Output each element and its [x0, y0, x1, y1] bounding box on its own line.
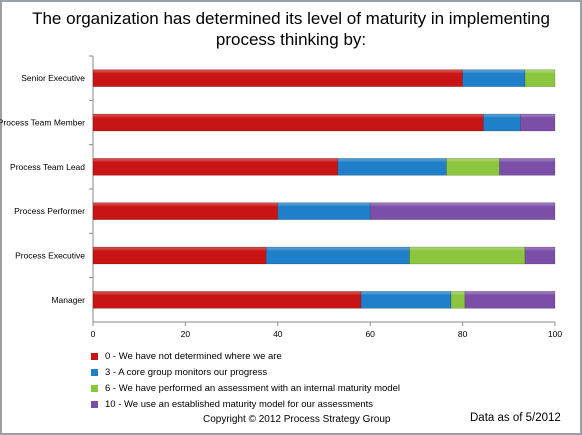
- bar-segment-highlight: [524, 69, 555, 79]
- chart-legend: 0 - We have not determined where we are …: [91, 348, 400, 412]
- category-label: Process Team Member: [0, 118, 85, 128]
- bar-segment-highlight: [524, 247, 555, 256]
- x-tick-label: 60: [365, 329, 375, 339]
- bar-segment-outline: [524, 69, 556, 87]
- bar-segment-outline: [277, 202, 371, 220]
- bar-segment-highlight: [277, 202, 371, 212]
- bar-segment-outline: [369, 202, 556, 220]
- bar-segment-highlight: [93, 202, 278, 212]
- bar-segment-highlight: [360, 291, 452, 300]
- data-as-of-text: Data as of 5/2012: [470, 412, 561, 424]
- category-label: Process Performer: [14, 206, 85, 216]
- legend-item-3: 3 - A core group monitors our progress: [91, 364, 400, 380]
- x-tick-label: 20: [181, 329, 191, 339]
- bar-segment-highlight: [93, 69, 463, 79]
- bar-segment-highlight: [337, 158, 447, 167]
- bar-segment-highlight: [483, 114, 521, 123]
- category-label: Process Executive: [15, 251, 85, 261]
- bar-segment-highlight: [93, 247, 267, 256]
- bar-segment-highlight: [93, 158, 338, 167]
- chart-title-line-1: The organization has determined its leve…: [32, 9, 550, 28]
- legend-label-0: 0 - We have not determined where we are: [105, 350, 282, 362]
- legend-swatch-0: [91, 352, 98, 360]
- bar-segment-highlight: [446, 158, 500, 167]
- bar-segment-outline: [499, 158, 556, 176]
- bar-segment-highlight: [499, 158, 555, 167]
- legend-swatch-10: [91, 400, 98, 408]
- bar-segment-highlight: [266, 247, 410, 256]
- bar-segment-highlight: [370, 202, 555, 212]
- bar-segment-highlight: [409, 247, 525, 256]
- x-tick-label: 0: [91, 329, 96, 339]
- legend-item-10: 10 - We use an established maturity mode…: [91, 396, 400, 412]
- bar-segment-highlight: [93, 114, 484, 123]
- category-label: Manager: [51, 295, 85, 305]
- x-tick-label: 40: [273, 329, 283, 339]
- bar-segment-highlight: [451, 291, 465, 300]
- legend-item-6: 6 - We have performed an assessment with…: [91, 380, 400, 396]
- bar-segment-highlight: [93, 291, 361, 300]
- legend-swatch-6: [91, 384, 98, 392]
- chart-title: The organization has determined its leve…: [0, 8, 582, 50]
- bar-segment-highlight: [520, 114, 555, 123]
- bar-segment-outline: [524, 246, 556, 265]
- bar-segment-outline: [520, 113, 556, 132]
- category-label: Process Team Lead: [10, 162, 85, 172]
- category-label: Senior Executive: [21, 73, 85, 83]
- legend-label-10: 10 - We use an established maturity mode…: [105, 398, 374, 410]
- x-tick-label: 100: [548, 329, 562, 339]
- legend-item-0: 0 - We have not determined where we are: [91, 348, 400, 364]
- chart-title-line-2: process thinking by:: [215, 30, 367, 49]
- legend-label-6: 6 - We have performed an assessment with…: [105, 382, 400, 394]
- bar-segment-outline: [450, 291, 466, 309]
- legend-swatch-3: [91, 368, 98, 376]
- copyright-text: Copyright © 2012 Process Strategy Group: [203, 414, 391, 425]
- stacked-bar-chart: 0 20 40 60 80 100 Senior Executive Process Team…: [0, 55, 562, 339]
- bar-segment-highlight: [464, 291, 555, 300]
- x-tick-label: 80: [458, 329, 468, 339]
- legend-label-3: 3 - A core group monitors our progress: [105, 366, 268, 378]
- bar-segment-outline: [464, 291, 556, 309]
- bar-segment-highlight: [462, 69, 525, 79]
